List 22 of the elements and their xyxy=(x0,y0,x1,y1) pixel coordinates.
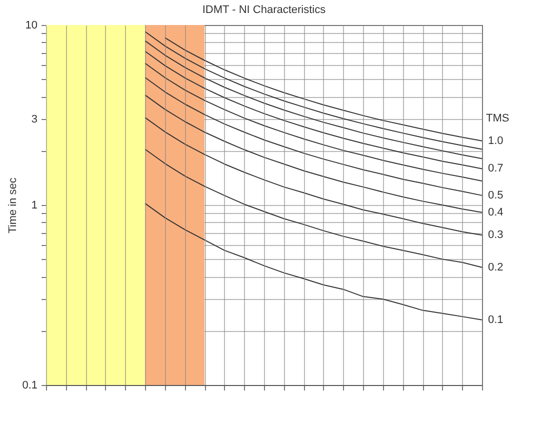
line-series xyxy=(144,62,482,182)
line-series xyxy=(144,202,482,320)
line-series xyxy=(144,148,482,268)
series-label: 0.5 xyxy=(488,189,504,202)
series-label: 0.4 xyxy=(488,206,504,218)
legend-title: TMS xyxy=(486,112,510,125)
line-series xyxy=(144,117,482,236)
line-series xyxy=(144,50,482,170)
line-series xyxy=(144,76,482,196)
series-label: 0.3 xyxy=(488,229,504,242)
y-tick-label: 1 xyxy=(31,200,38,212)
line-series xyxy=(144,94,482,213)
chart-title: IDMT - NI Characteristics xyxy=(202,4,326,16)
series-label: 1.0 xyxy=(488,134,504,147)
y-axis-title: Time in sec xyxy=(7,177,20,234)
y-tick-label: 0.1 xyxy=(22,380,38,392)
series-label: 0.1 xyxy=(488,314,504,326)
line-series xyxy=(164,37,482,142)
series-label: 0.7 xyxy=(488,162,504,175)
y-tick-label: 10 xyxy=(25,20,38,32)
series-label: 0.2 xyxy=(488,261,504,274)
y-tick-label: 3 xyxy=(31,114,38,126)
